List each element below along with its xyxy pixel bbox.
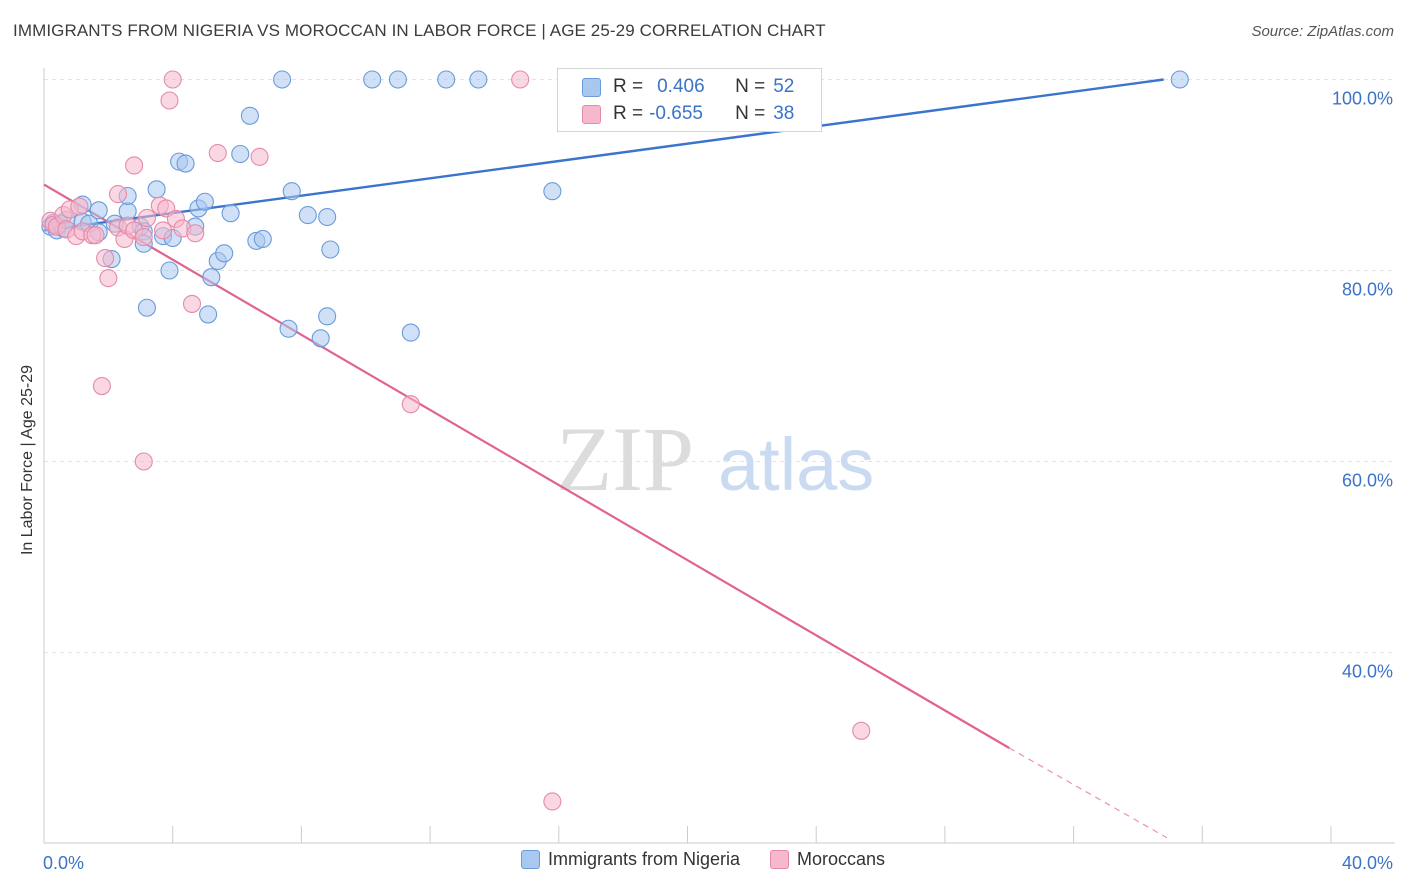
- point-moroccans: [99, 269, 118, 288]
- point-nigeria: [202, 268, 221, 287]
- point-nigeria: [240, 106, 259, 125]
- stats-r-value-moroccans: -0.655: [649, 103, 703, 124]
- point-nigeria: [437, 70, 456, 89]
- stats-n-value-nigeria: 52: [773, 76, 795, 97]
- x-tick-label-min: 0.0%: [43, 853, 84, 873]
- y-tick-label: 100.0%: [1332, 89, 1393, 109]
- point-moroccans: [86, 226, 105, 245]
- point-moroccans: [511, 70, 530, 89]
- point-moroccans: [160, 91, 179, 110]
- y-tick-label: 60.0%: [1342, 471, 1393, 491]
- watermark-zip: ZIP: [556, 408, 694, 510]
- tick-labels: 40.0% 60.0% 80.0% 100.0% 0.0% 40.0%: [43, 89, 1393, 874]
- point-moroccans: [186, 224, 205, 243]
- point-moroccans: [182, 294, 202, 313]
- chart-title: IMMIGRANTS FROM NIGERIA VS MOROCCAN IN L…: [13, 21, 826, 40]
- y-tick-label: 40.0%: [1342, 662, 1393, 682]
- point-nigeria: [318, 307, 337, 326]
- watermark-atlas: atlas: [718, 423, 874, 506]
- source-label: Source: ZipAtlas.com: [1251, 23, 1394, 40]
- axes: [43, 68, 1395, 844]
- legend-label-nigeria: Immigrants from Nigeria: [547, 849, 740, 869]
- point-nigeria: [273, 70, 292, 89]
- point-moroccans: [96, 249, 115, 268]
- stats-r-label: R =: [613, 76, 644, 97]
- point-nigeria: [199, 305, 218, 324]
- point-nigeria: [147, 180, 166, 199]
- point-moroccans: [250, 147, 269, 166]
- stats-r-label: R =: [613, 103, 644, 124]
- point-moroccans: [125, 156, 144, 175]
- point-moroccans: [852, 721, 871, 740]
- legend-item-moroccans[interactable]: Moroccans: [770, 849, 885, 870]
- point-nigeria: [543, 182, 562, 201]
- point-nigeria: [160, 261, 179, 280]
- point-nigeria: [321, 240, 340, 259]
- point-nigeria: [176, 154, 195, 173]
- point-moroccans: [70, 197, 89, 216]
- point-nigeria: [469, 70, 488, 89]
- stats-n-label: N =: [735, 103, 766, 124]
- point-nigeria: [195, 192, 214, 211]
- point-moroccans: [137, 208, 157, 228]
- point-nigeria: [298, 206, 317, 225]
- point-nigeria: [318, 207, 337, 227]
- point-nigeria: [215, 244, 234, 263]
- stats-box: R = 0.406 N = 52 R = -0.655 N = 38: [557, 68, 822, 132]
- stats-row-moroccans: R = -0.655 N = 38: [582, 101, 794, 127]
- point-nigeria: [388, 70, 407, 89]
- point-moroccans: [134, 452, 153, 471]
- point-moroccans: [543, 792, 562, 811]
- point-nigeria: [282, 182, 301, 201]
- point-moroccans: [134, 228, 153, 247]
- grid-lines: [44, 79, 1395, 653]
- data-points: [41, 70, 1189, 811]
- stats-row-nigeria: R = 0.406 N = 52: [582, 74, 794, 100]
- point-moroccans: [208, 143, 227, 163]
- point-nigeria: [231, 144, 250, 164]
- stats-swatch-nigeria: [582, 77, 601, 97]
- point-nigeria: [311, 329, 330, 348]
- stats-r-value-nigeria: 0.406: [657, 76, 705, 97]
- point-moroccans: [153, 221, 173, 240]
- trend-line-moroccans-extension: [1008, 747, 1168, 839]
- point-moroccans: [163, 70, 182, 89]
- stats-n-value-moroccans: 38: [773, 103, 795, 124]
- legend-label-moroccans: Moroccans: [797, 849, 886, 869]
- point-moroccans: [92, 377, 111, 396]
- point-nigeria: [401, 323, 420, 342]
- x-tick-label-max: 40.0%: [1342, 853, 1393, 873]
- point-nigeria: [89, 201, 108, 220]
- y-tick-label: 80.0%: [1342, 280, 1393, 300]
- stats-n-label: N =: [735, 76, 766, 97]
- point-nigeria: [253, 229, 272, 249]
- point-nigeria: [363, 70, 382, 89]
- legend-swatch-nigeria: [520, 850, 540, 869]
- stats-swatch-moroccans: [582, 104, 601, 124]
- legend-swatch-moroccans: [770, 850, 789, 869]
- point-nigeria: [1170, 70, 1189, 89]
- point-nigeria: [221, 204, 240, 223]
- watermark: ZIP atlas: [556, 408, 874, 510]
- point-moroccans: [401, 395, 420, 414]
- legend: Immigrants from Nigeria Moroccans: [0, 849, 1406, 870]
- point-moroccans: [108, 185, 128, 204]
- point-nigeria: [137, 298, 157, 317]
- legend-item-nigeria[interactable]: Immigrants from Nigeria: [520, 849, 740, 870]
- point-nigeria: [279, 319, 298, 338]
